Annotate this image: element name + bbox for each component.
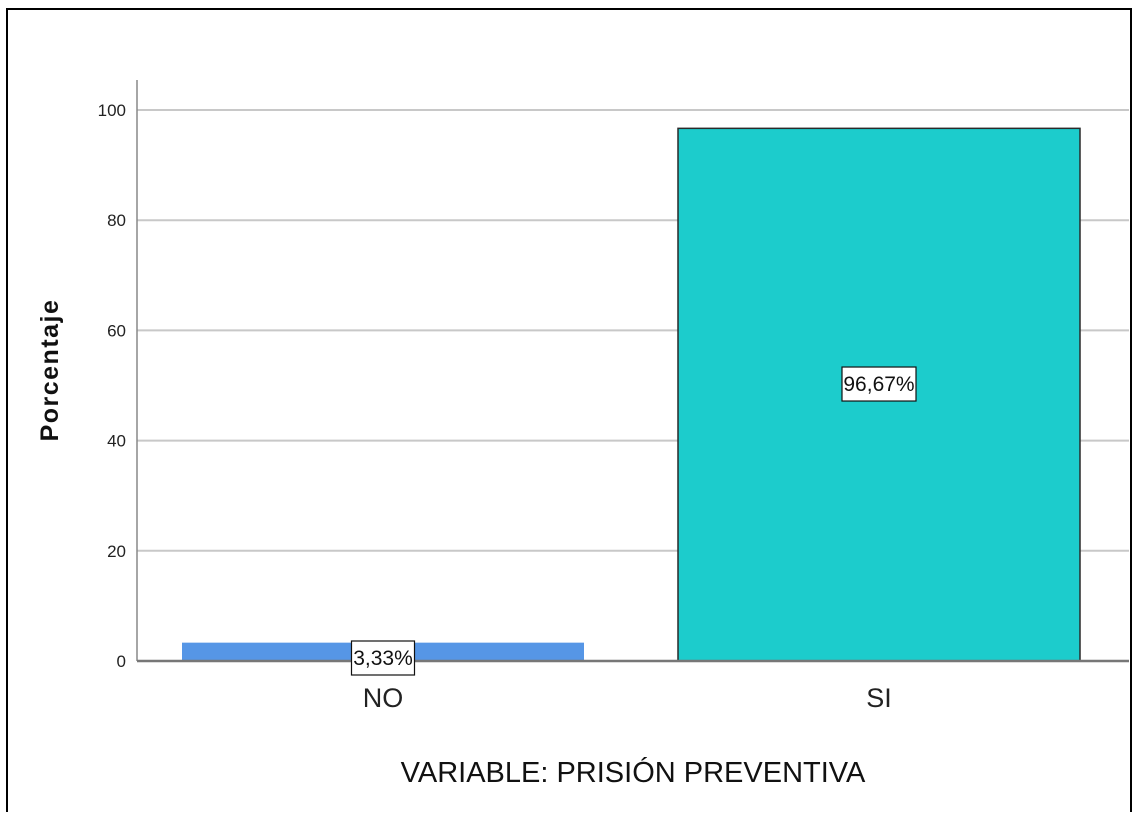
data-label-box — [350, 640, 416, 676]
x-category-label: NO — [363, 683, 404, 713]
bars — [182, 127, 1081, 662]
y-tick-label: 0 — [117, 652, 126, 671]
y-tick-label: 100 — [98, 101, 126, 120]
data-label-si: 96,67% — [841, 366, 917, 402]
data-label-text: 3,33% — [353, 647, 413, 670]
y-axis-title: Porcentaje — [36, 299, 64, 442]
data-labels: 3,33% 96,67% — [350, 366, 917, 676]
x-axis-title: VARIABLE: PRISIÓN PREVENTIVA — [401, 756, 866, 789]
x-category-labels: NO SI — [363, 683, 892, 713]
y-tick-label: 40 — [107, 432, 126, 451]
y-tick-label: 80 — [107, 211, 126, 230]
y-tick-labels: 0 20 40 60 80 100 — [98, 101, 126, 671]
data-label-box — [841, 366, 917, 402]
axes — [136, 80, 1129, 663]
data-label-text: 96,67% — [843, 373, 914, 396]
data-label-no: 3,33% — [350, 640, 416, 676]
y-tick-label: 20 — [107, 542, 126, 561]
x-category-label: SI — [866, 683, 892, 713]
chart-frame — [6, 8, 1132, 812]
y-tick-label: 60 — [107, 321, 126, 340]
